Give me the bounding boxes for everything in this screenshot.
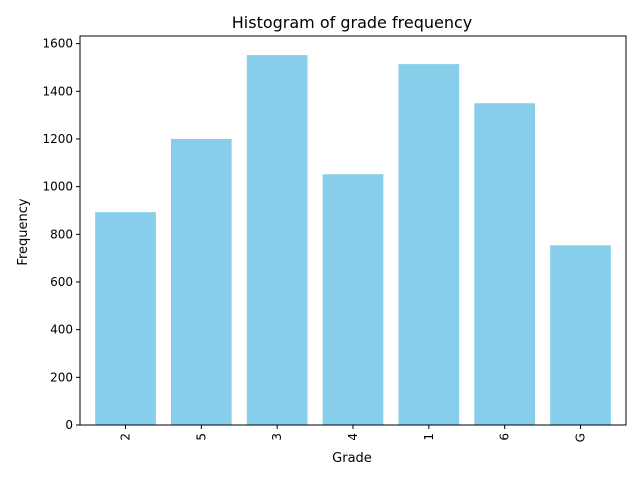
x-tick-label: 2: [119, 433, 133, 441]
x-tick-label: 3: [270, 433, 284, 441]
y-tick-label: 400: [50, 323, 73, 337]
y-tick-label: 1400: [42, 84, 73, 98]
y-tick-label: 1600: [42, 37, 73, 51]
x-axis-label: Grade: [332, 451, 372, 466]
x-tick-label: 6: [498, 433, 512, 441]
y-tick-label: 1000: [42, 180, 73, 194]
bar-4: [322, 174, 384, 425]
bar-6: [474, 103, 535, 425]
y-tick-label: 0: [65, 418, 73, 432]
x-tick-label: 5: [194, 433, 208, 441]
bars-group: [95, 55, 611, 425]
bar-5: [171, 138, 232, 425]
bar-3: [246, 55, 308, 425]
y-axis-label: Frequency: [16, 198, 31, 265]
y-tick-label: 1200: [42, 132, 73, 146]
bar-2: [95, 212, 156, 425]
chart-title: Histogram of grade frequency: [232, 13, 472, 32]
y-tick-label: 800: [50, 227, 73, 241]
bar-G: [550, 245, 611, 425]
x-tick-label: 1: [422, 433, 436, 441]
axes-group: 0 200 400 600 800 1000 1200 1400 1600 2 5 3 4 1 6 G: [42, 35, 627, 442]
x-tick-label: 4: [346, 433, 360, 441]
y-tick-label: 200: [50, 370, 73, 384]
bar-1: [398, 64, 460, 425]
y-tick-label: 600: [50, 275, 73, 289]
x-tick-label: G: [574, 433, 588, 442]
